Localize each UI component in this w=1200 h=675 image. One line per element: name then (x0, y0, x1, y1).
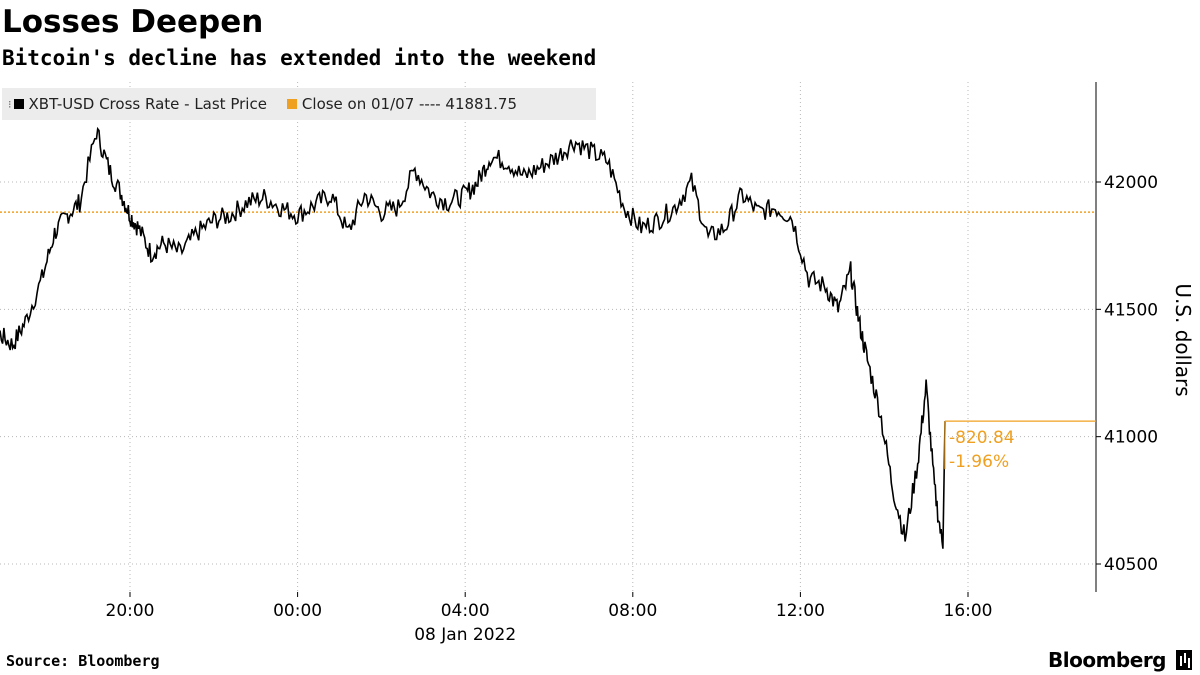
change-percent-label: -1.96% (949, 452, 1009, 472)
chart-title: Losses Deepen (2, 4, 264, 40)
y-tick-label: 40500 (1104, 555, 1158, 575)
legend-item-price: ⁝ XBT-USD Cross Rate - Last Price (8, 95, 267, 113)
chart-subtitle: Bitcoin's decline has extended into the … (2, 46, 597, 70)
legend-swatch-close (286, 99, 297, 109)
brand-logo-text: Bloomberg (1048, 648, 1166, 672)
x-axis-date-label: 08 Jan 2022 (414, 625, 516, 645)
y-tick-label: 41000 (1104, 428, 1158, 448)
bloomberg-terminal-icon (1176, 650, 1192, 670)
y-axis-label: U.S. dollars (1171, 283, 1195, 396)
legend-swatch-price (13, 99, 24, 109)
y-tick-label: 42000 (1104, 173, 1158, 193)
y-tick-label: 41500 (1104, 300, 1158, 320)
x-tick-label: 20:00 (106, 601, 155, 621)
legend-item-close: Close on 01/07 ---- 41881.75 (286, 95, 517, 113)
legend-label-close: Close on 01/07 ---- 41881.75 (301, 95, 517, 113)
legend-handle-icon: ⁝ (8, 97, 12, 111)
x-tick-label: 00:00 (273, 601, 322, 621)
x-tick-label: 08:00 (608, 601, 657, 621)
legend-label-price: XBT-USD Cross Rate - Last Price (28, 95, 267, 113)
x-tick-label: 04:00 (441, 601, 490, 621)
x-tick-label: 12:00 (776, 601, 825, 621)
x-tick-label: 16:00 (944, 601, 993, 621)
chart-legend: ⁝ XBT-USD Cross Rate - Last Price Close … (2, 88, 596, 120)
change-absolute-label: -820.84 (949, 428, 1015, 448)
source-note: Source: Bloomberg (6, 652, 160, 670)
series-line-xbt-usd (0, 126, 946, 549)
